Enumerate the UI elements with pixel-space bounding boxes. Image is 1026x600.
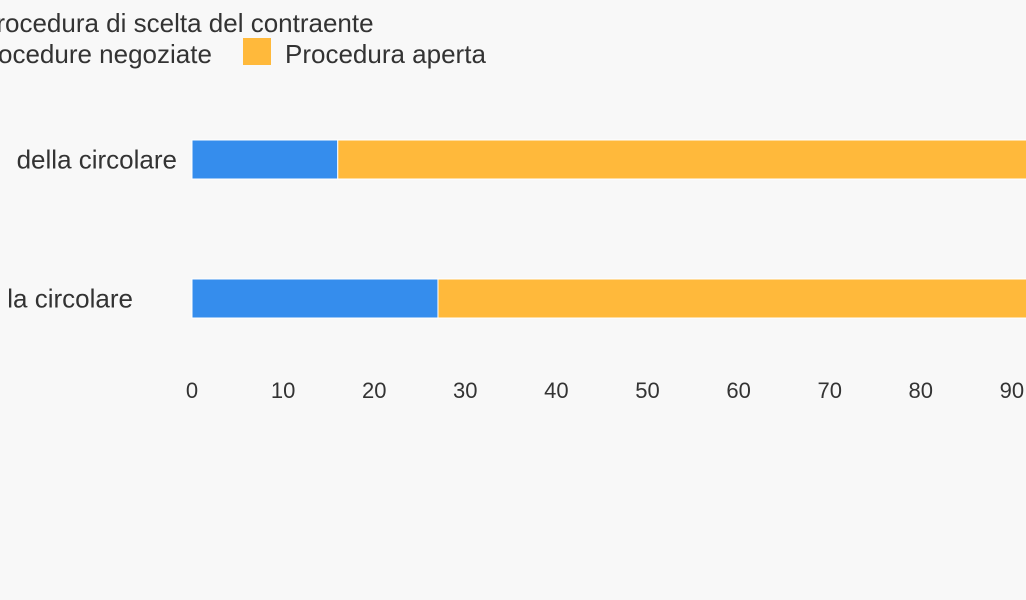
bar-0-series-1 [337,139,1026,180]
x-tick-label-7: 70 [817,378,841,403]
legend-label-1: Procedura aperta [285,39,486,69]
x-tick-label-1: 10 [271,378,295,403]
x-tick-label-3: 30 [453,378,477,403]
x-axis-ticks: 0 10 20 30 40 50 60 70 80 90 [186,378,1024,403]
bar-1-series-1 [437,278,1026,319]
legend-title: Procedura di scelta del contraente [0,8,374,38]
bars [191,139,1026,319]
category-label-0: della circolare [17,145,177,175]
legend-swatch-1 [243,38,271,65]
legend: Procedura di scelta del contraente Proce… [0,8,486,69]
x-tick-label-4: 40 [544,378,568,403]
category-labels: della circolare la circolare [7,145,177,314]
legend-label-0: Procedure negoziate [0,39,212,69]
bar-0-series-0 [191,139,339,180]
x-tick-label-8: 80 [909,378,933,403]
x-tick-label-2: 20 [362,378,386,403]
category-label-1: la circolare [7,284,133,314]
x-tick-label-0: 0 [186,378,198,403]
x-tick-label-6: 60 [726,378,750,403]
x-tick-label-9: 90 [1000,378,1024,403]
bar-1-series-0 [191,278,439,319]
x-tick-label-5: 50 [635,378,659,403]
